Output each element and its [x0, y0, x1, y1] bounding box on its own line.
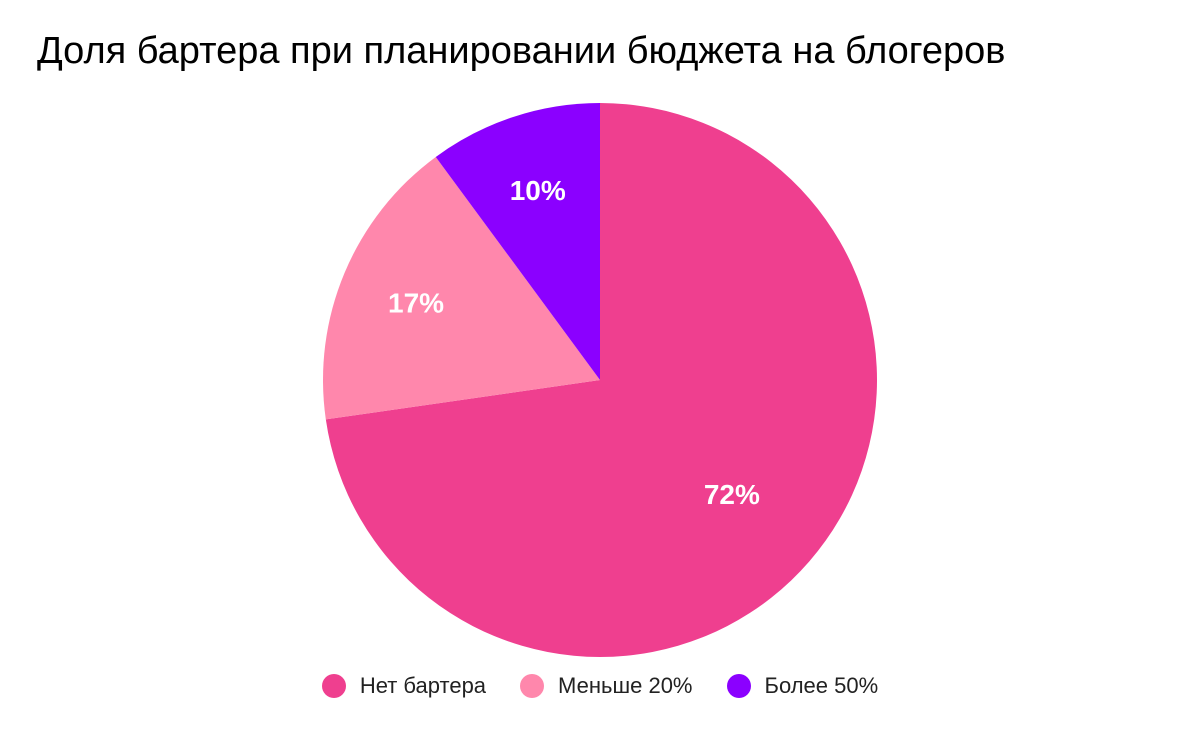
legend-label: Более 50% [764, 673, 879, 698]
legend-item-bolee-50[interactable]: Более 50% [726, 673, 879, 699]
legend-label: Меньше 20% [558, 673, 693, 698]
chart-legend: Нет бартера Меньше 20% Более 50% [0, 673, 1200, 699]
pie-slice-label: 17% [388, 287, 444, 318]
pie-slice[interactable] [325, 103, 877, 657]
pie-slices [323, 103, 877, 657]
legend-swatch [321, 674, 346, 698]
pie-slice-label: 10% [510, 175, 566, 206]
pie-slice[interactable] [323, 156, 600, 420]
pie-slice-labels: 72% 17% 10% [388, 175, 760, 510]
chart-title: Доля бартера при планировании бюджета на… [37, 30, 1006, 72]
legend-item-net-bartera[interactable]: Нет бартера [321, 673, 487, 699]
legend-label: Нет бартера [359, 673, 487, 698]
legend-item-menshe-20[interactable]: Меньше 20% [520, 673, 693, 699]
pie-slice-label: 72% [704, 479, 760, 510]
pie-slice[interactable] [435, 103, 600, 380]
legend-swatch [726, 674, 751, 698]
legend-swatch [520, 674, 545, 698]
